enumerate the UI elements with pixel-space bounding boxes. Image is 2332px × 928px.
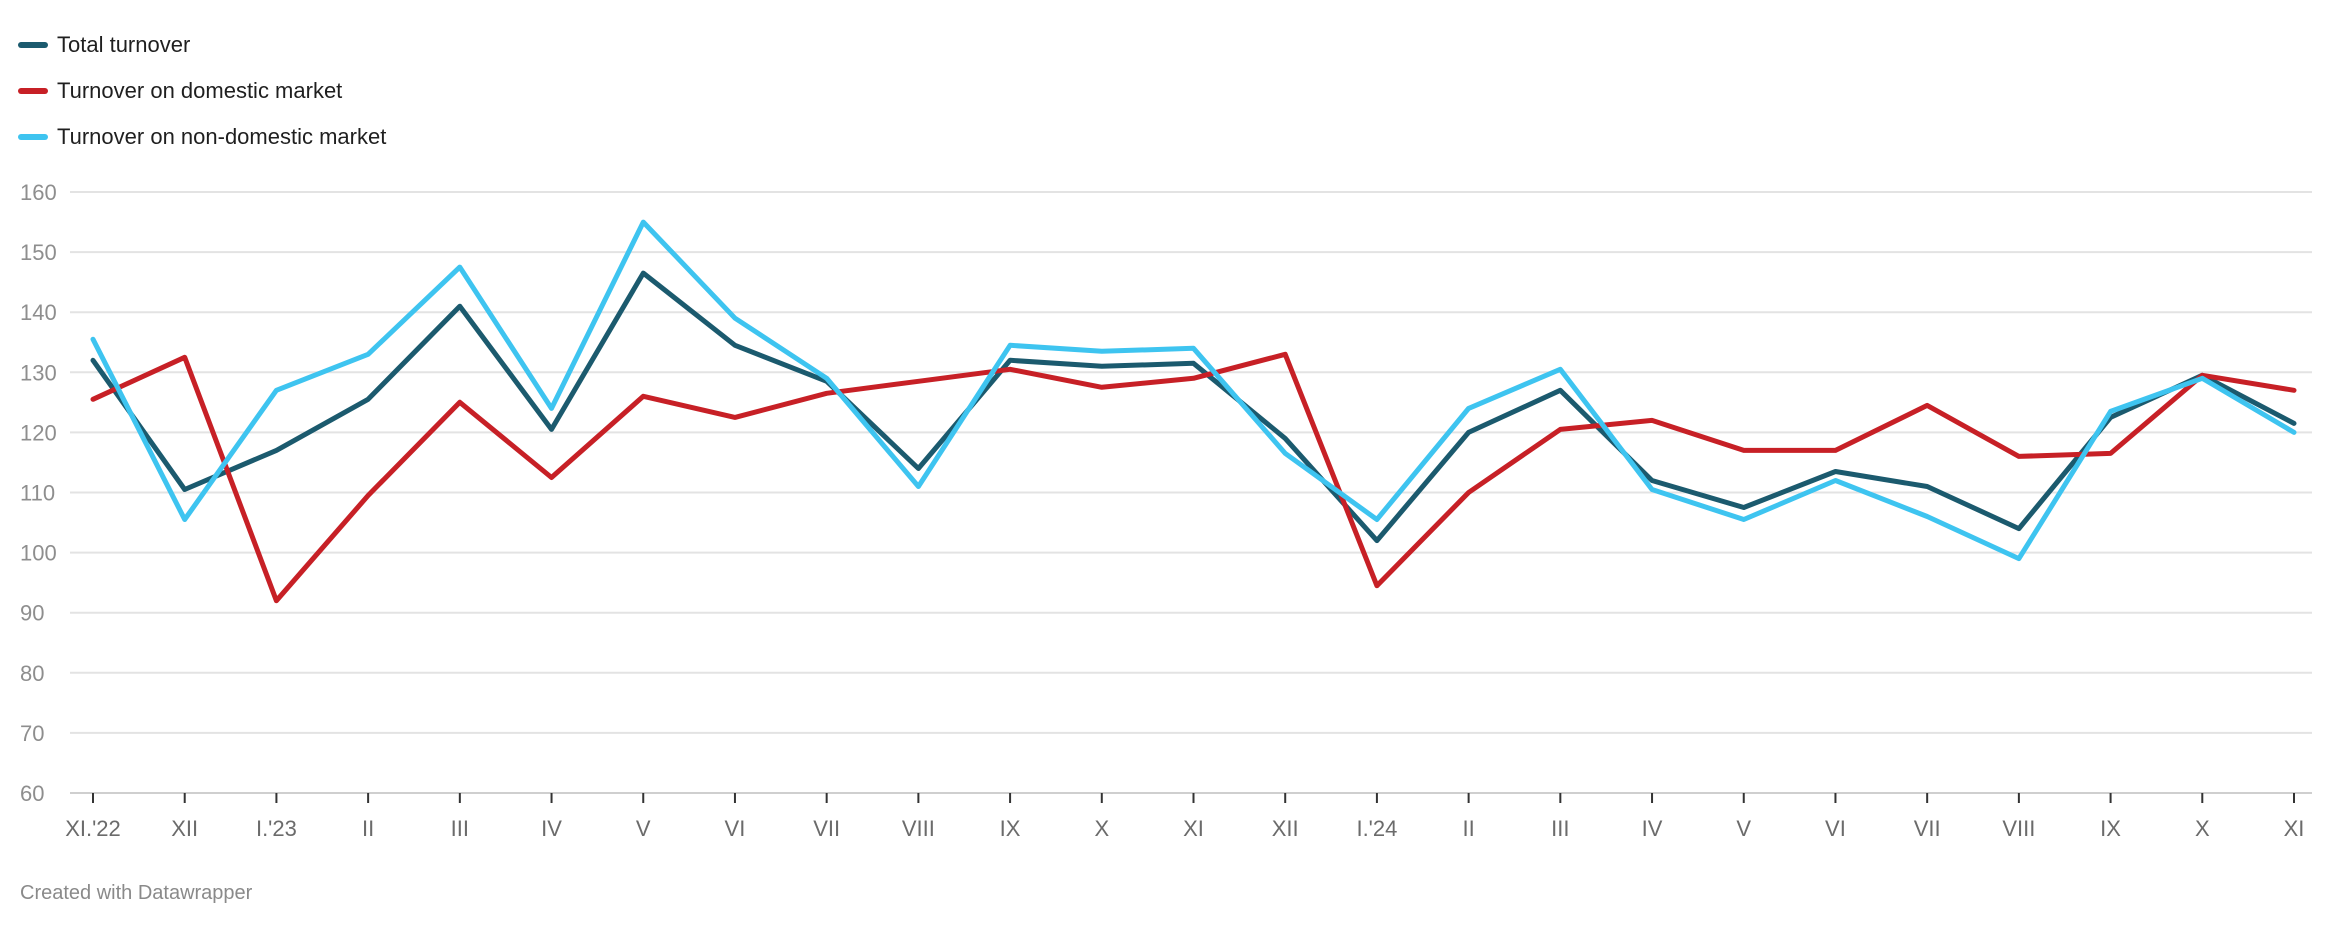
- y-tick-label: 160: [20, 180, 57, 205]
- x-tick-label: V: [1736, 816, 1751, 841]
- x-tick-label: III: [451, 816, 469, 841]
- datawrapper-credit: Created with Datawrapper: [20, 882, 253, 904]
- x-tick-label: XII: [171, 816, 198, 841]
- x-tick-label: VII: [813, 816, 840, 841]
- legend-label: Turnover on domestic market: [57, 78, 343, 103]
- x-tick-label: XI: [1183, 816, 1204, 841]
- x-tick-label: II: [1463, 816, 1475, 841]
- grid-lines: [70, 191, 2312, 794]
- x-tick-label: X: [1094, 816, 1109, 841]
- legend-label: Turnover on non-domestic market: [57, 124, 387, 149]
- x-tick-label: VII: [1914, 816, 1941, 841]
- legend-label: Total turnover: [57, 32, 191, 57]
- x-tick-label: V: [636, 816, 651, 841]
- y-tick-label: 80: [20, 661, 44, 686]
- y-axis: 60 70 80 90 100 110 120 130 140 150 160: [20, 180, 57, 806]
- x-tick-label: VI: [1825, 816, 1846, 841]
- y-tick-label: 110: [20, 481, 55, 506]
- series-lines: [90, 219, 2297, 604]
- series-line-3: [90, 219, 2297, 562]
- x-tick-label: VIII: [902, 816, 935, 841]
- y-tick-label: 140: [20, 300, 57, 325]
- x-tick-label: I.'23: [256, 816, 297, 841]
- y-tick-label: 60: [20, 781, 44, 806]
- legend-item: Turnover on domestic market: [18, 68, 386, 114]
- x-tick-label: XI: [2284, 816, 2305, 841]
- legend-swatch: [18, 42, 48, 48]
- x-tick-label: IX: [2100, 816, 2121, 841]
- chart-legend: Total turnover Turnover on domestic marke…: [18, 22, 386, 160]
- x-tick-label: X: [2195, 816, 2210, 841]
- x-tick-label: XII: [1272, 816, 1299, 841]
- legend-swatch: [18, 134, 48, 140]
- x-tick-label: IV: [541, 816, 562, 841]
- series-line-1: [90, 270, 2297, 544]
- y-tick-label: 150: [20, 240, 57, 265]
- x-tick-label: VI: [725, 816, 746, 841]
- x-tick-label: IX: [1000, 816, 1021, 841]
- x-tick-label: II: [362, 816, 374, 841]
- y-tick-label: 120: [20, 420, 57, 445]
- x-tick-label: XI.'22: [65, 816, 121, 841]
- x-tick-label: III: [1551, 816, 1569, 841]
- y-tick-label: 70: [20, 721, 44, 746]
- x-tick-label: IV: [1642, 816, 1663, 841]
- y-tick-label: 130: [20, 360, 57, 385]
- y-tick-label: 100: [20, 541, 57, 566]
- legend-item: Total turnover: [18, 22, 386, 68]
- legend-item: Turnover on non-domestic market: [18, 114, 386, 160]
- y-tick-label: 90: [20, 601, 44, 626]
- x-tick-label: VIII: [2002, 816, 2035, 841]
- x-axis: XI.'22 XII I.'23 II III IV V VI VII VIII IX X XI XII I…: [65, 793, 2304, 841]
- series-line-2: [90, 351, 2297, 604]
- legend-swatch: [18, 88, 48, 94]
- x-tick-label: I.'24: [1356, 816, 1397, 841]
